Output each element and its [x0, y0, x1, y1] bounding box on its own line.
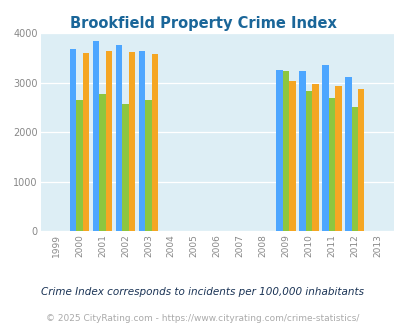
- Bar: [93, 41, 99, 231]
- Bar: [145, 100, 151, 231]
- Bar: [122, 104, 128, 231]
- Bar: [76, 100, 83, 231]
- Text: © 2025 CityRating.com - https://www.cityrating.com/crime-statistics/: © 2025 CityRating.com - https://www.city…: [46, 314, 359, 323]
- Bar: [70, 49, 76, 231]
- Bar: [288, 81, 295, 231]
- Bar: [282, 71, 288, 231]
- Bar: [357, 89, 364, 231]
- Text: Brookfield Property Crime Index: Brookfield Property Crime Index: [69, 16, 336, 31]
- Bar: [298, 71, 305, 231]
- Bar: [276, 70, 282, 231]
- Bar: [311, 84, 318, 231]
- Bar: [99, 94, 105, 231]
- Bar: [334, 86, 341, 231]
- Bar: [83, 53, 89, 231]
- Bar: [305, 91, 311, 231]
- Bar: [322, 65, 328, 231]
- Text: Crime Index corresponds to incidents per 100,000 inhabitants: Crime Index corresponds to incidents per…: [41, 287, 364, 297]
- Bar: [328, 98, 334, 231]
- Bar: [128, 52, 135, 231]
- Bar: [151, 54, 158, 231]
- Bar: [139, 51, 145, 231]
- Bar: [105, 51, 112, 231]
- Bar: [115, 45, 122, 231]
- Bar: [351, 107, 357, 231]
- Bar: [344, 77, 351, 231]
